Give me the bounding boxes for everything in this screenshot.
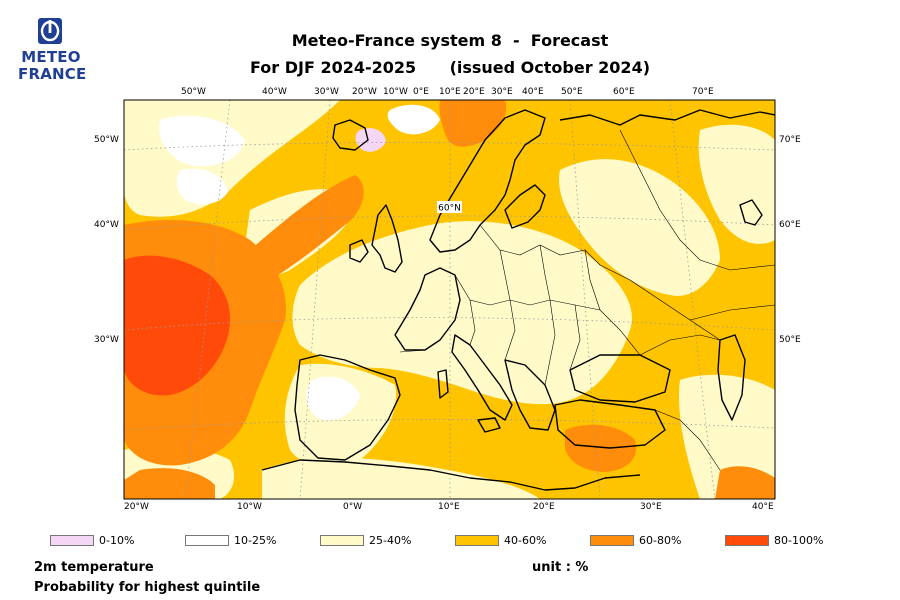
bottom-tick-0w: 0°W xyxy=(343,502,363,512)
top-tick-10w: 10°W xyxy=(383,87,408,97)
statistic-label: Probability for highest quintile xyxy=(34,580,261,595)
left-tick-40w: 40°W xyxy=(94,220,119,230)
bottom-tick-40e: 40°E xyxy=(752,502,774,512)
map-region-80-100 xyxy=(124,255,230,396)
map-region-25-40-russia xyxy=(559,159,720,296)
legend-swatch xyxy=(455,535,499,546)
logo-text-meteo: METEO xyxy=(21,48,81,66)
legend-label: 60-80% xyxy=(639,534,682,547)
coastline-turkey xyxy=(554,399,666,449)
coastline-sardinia-corsica xyxy=(437,369,449,399)
map-region-60-80-far-east xyxy=(715,466,775,499)
coastline-baltic xyxy=(504,184,546,229)
top-tick-10e: 10°E xyxy=(439,87,461,97)
meteo-france-logo: METEO FRANCE xyxy=(18,16,87,86)
legend-label: 0-10% xyxy=(99,534,135,547)
coastline-iberia xyxy=(294,354,401,461)
unit-label: unit : % xyxy=(532,560,589,575)
coastline-north-africa xyxy=(261,459,641,491)
legend-swatch xyxy=(590,535,634,546)
top-tick-50w: 50°W xyxy=(181,87,206,97)
meteo-france-logo-mark-icon xyxy=(38,18,62,44)
right-tick-60e: 60°E xyxy=(779,220,801,230)
right-tick-70e: 70°E xyxy=(779,135,801,145)
coastline-iceland xyxy=(332,119,369,151)
map-region-25-40-east xyxy=(698,124,775,244)
map-region-0-10 xyxy=(355,128,386,152)
legend-swatch xyxy=(50,535,94,546)
bottom-tick-20e: 20°E xyxy=(533,502,555,512)
map-region-60-80-turkey xyxy=(565,424,637,472)
legend-swatch xyxy=(185,535,229,546)
left-tick-50w: 50°W xyxy=(94,135,119,145)
map-region-10-25-north xyxy=(387,104,440,135)
legend-label: 25-40% xyxy=(369,534,412,547)
map-region-10-25-atlantic-west xyxy=(176,168,228,205)
coastline-scandinavia xyxy=(429,109,546,253)
map-region-60-80-atlantic-band xyxy=(248,175,364,281)
map-region-10-25-greenland-sea xyxy=(159,115,245,167)
map-inner-label: 60°N xyxy=(438,204,461,214)
top-tick-70e: 70°E xyxy=(692,87,714,97)
legend-swatch xyxy=(725,535,769,546)
map-coastlines xyxy=(261,109,775,491)
coastline-british-isles xyxy=(349,204,403,273)
map-frame xyxy=(123,99,776,500)
top-tick-30e: 30°E xyxy=(491,87,513,97)
left-tick-30w: 30°W xyxy=(94,335,119,345)
map-region-25-40-europe xyxy=(292,221,632,405)
top-tick-20e: 20°E xyxy=(463,87,485,97)
top-tick-30w: 30°W xyxy=(314,87,339,97)
bottom-tick-30e: 30°E xyxy=(640,502,662,512)
map-borders xyxy=(399,129,775,471)
legend-label: 40-60% xyxy=(504,534,547,547)
bottom-tick-10w: 10°W xyxy=(237,502,262,512)
top-tick-60e: 60°E xyxy=(613,87,635,97)
bottom-tick-10e: 10°E xyxy=(438,502,460,512)
coastline-balkans-greece xyxy=(504,359,556,431)
legend-label: 10-25% xyxy=(234,534,277,547)
legend-label: 80-100% xyxy=(774,534,824,547)
bottom-tick-20w: 20°W xyxy=(124,502,149,512)
map-subtitle: For DJF 2024-2025 (issued October 2024) xyxy=(249,58,651,77)
coastline-sicily xyxy=(477,417,501,433)
top-tick-40e: 40°E xyxy=(522,87,544,97)
coastline-caspian xyxy=(717,334,746,421)
map-region-10-25-iberia xyxy=(306,376,360,421)
coastline-black-sea xyxy=(569,354,671,403)
legend-swatch xyxy=(320,535,364,546)
inner-label-box xyxy=(437,201,462,213)
top-tick-40w: 40°W xyxy=(262,87,287,97)
map-region-60-80-africa xyxy=(124,468,215,499)
variable-label: 2m temperature xyxy=(34,560,154,575)
map-field xyxy=(124,100,775,499)
coastline-arctic xyxy=(559,109,775,126)
top-tick-20w: 20°W xyxy=(352,87,377,97)
right-tick-50e: 50°E xyxy=(779,335,801,345)
logo-text-france: FRANCE xyxy=(18,65,87,83)
map-graticule xyxy=(124,100,775,499)
map-region-25-40-africa xyxy=(262,458,540,499)
map-title: Meteo-France system 8 - Forecast xyxy=(291,31,609,50)
coastline-novaya-zemlya xyxy=(739,199,763,226)
coastline-italy xyxy=(451,334,513,421)
top-tick-50e: 50°E xyxy=(561,87,583,97)
top-tick-0e: 0°E xyxy=(413,87,429,97)
